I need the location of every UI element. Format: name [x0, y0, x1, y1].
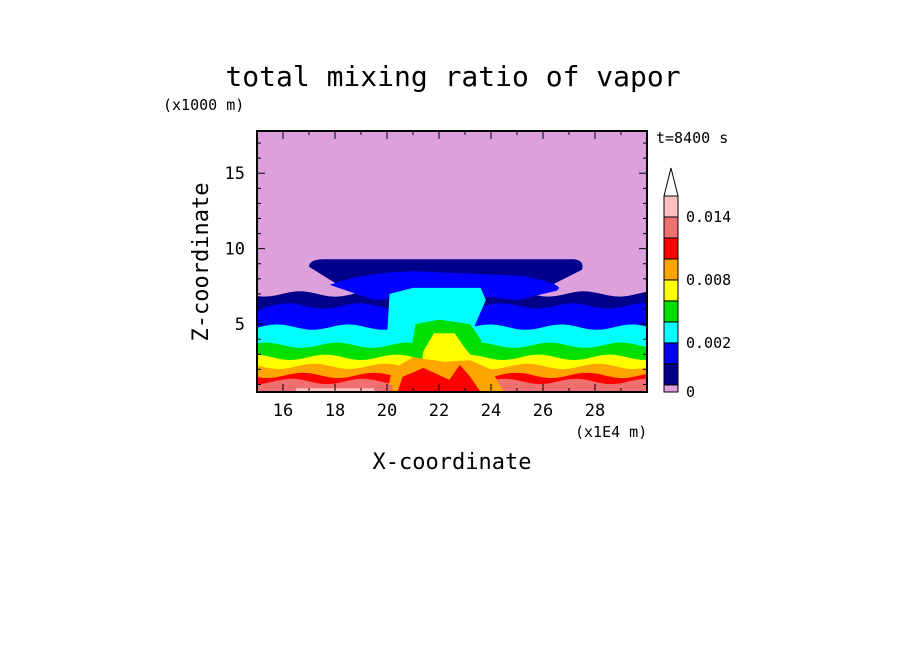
colorbar-swatch: [663, 195, 679, 218]
colorbar-swatch: [663, 384, 679, 393]
colorbar-swatch: [663, 258, 679, 281]
colorbar-extend-arrow: [663, 167, 679, 197]
y-unit-label: (x1000 m): [163, 96, 244, 114]
colorbar-swatch: [663, 279, 679, 302]
x-tick-label: 28: [585, 401, 605, 421]
x-unit-label: (x1E4 m): [575, 423, 647, 441]
colorbar: 0 0.002 0.008 0.014: [663, 167, 731, 401]
colorbar-level-label: 0.002: [686, 334, 731, 352]
x-tick-label: 20: [377, 401, 397, 421]
contour-field: [257, 131, 647, 392]
colorbar-swatch: [663, 321, 679, 344]
x-axis-label: X-coordinate: [373, 450, 532, 475]
axis-ticks: 16 18 20 22 24 26 28 5 10 15: [225, 131, 648, 421]
chart-title: total mixing ratio of vapor: [225, 60, 680, 93]
x-tick-label: 18: [325, 401, 345, 421]
x-tick-label: 26: [533, 401, 553, 421]
x-tick-label: 24: [481, 401, 501, 421]
y-tick-label: 15: [225, 164, 245, 184]
colorbar-swatch: [663, 342, 679, 365]
x-tick-label: 22: [429, 401, 449, 421]
y-axis-label: Z-coordinate: [189, 183, 214, 342]
y-tick-label: 10: [225, 240, 245, 260]
y-tick-label: 5: [235, 315, 245, 335]
colorbar-swatch: [663, 363, 679, 386]
colorbar-swatch: [663, 300, 679, 323]
colorbar-swatch: [663, 237, 679, 260]
core-red: [397, 364, 481, 392]
colorbar-level-label: 0.014: [686, 208, 731, 226]
colorbar-level-label: 0.008: [686, 271, 731, 289]
colorbar-level-label: 0: [686, 383, 695, 401]
outflow-region: [329, 271, 559, 300]
time-label: t=8400 s: [656, 129, 728, 147]
colorbar-swatch: [663, 216, 679, 239]
plot-frame: [256, 130, 648, 393]
x-tick-label: 16: [273, 401, 293, 421]
